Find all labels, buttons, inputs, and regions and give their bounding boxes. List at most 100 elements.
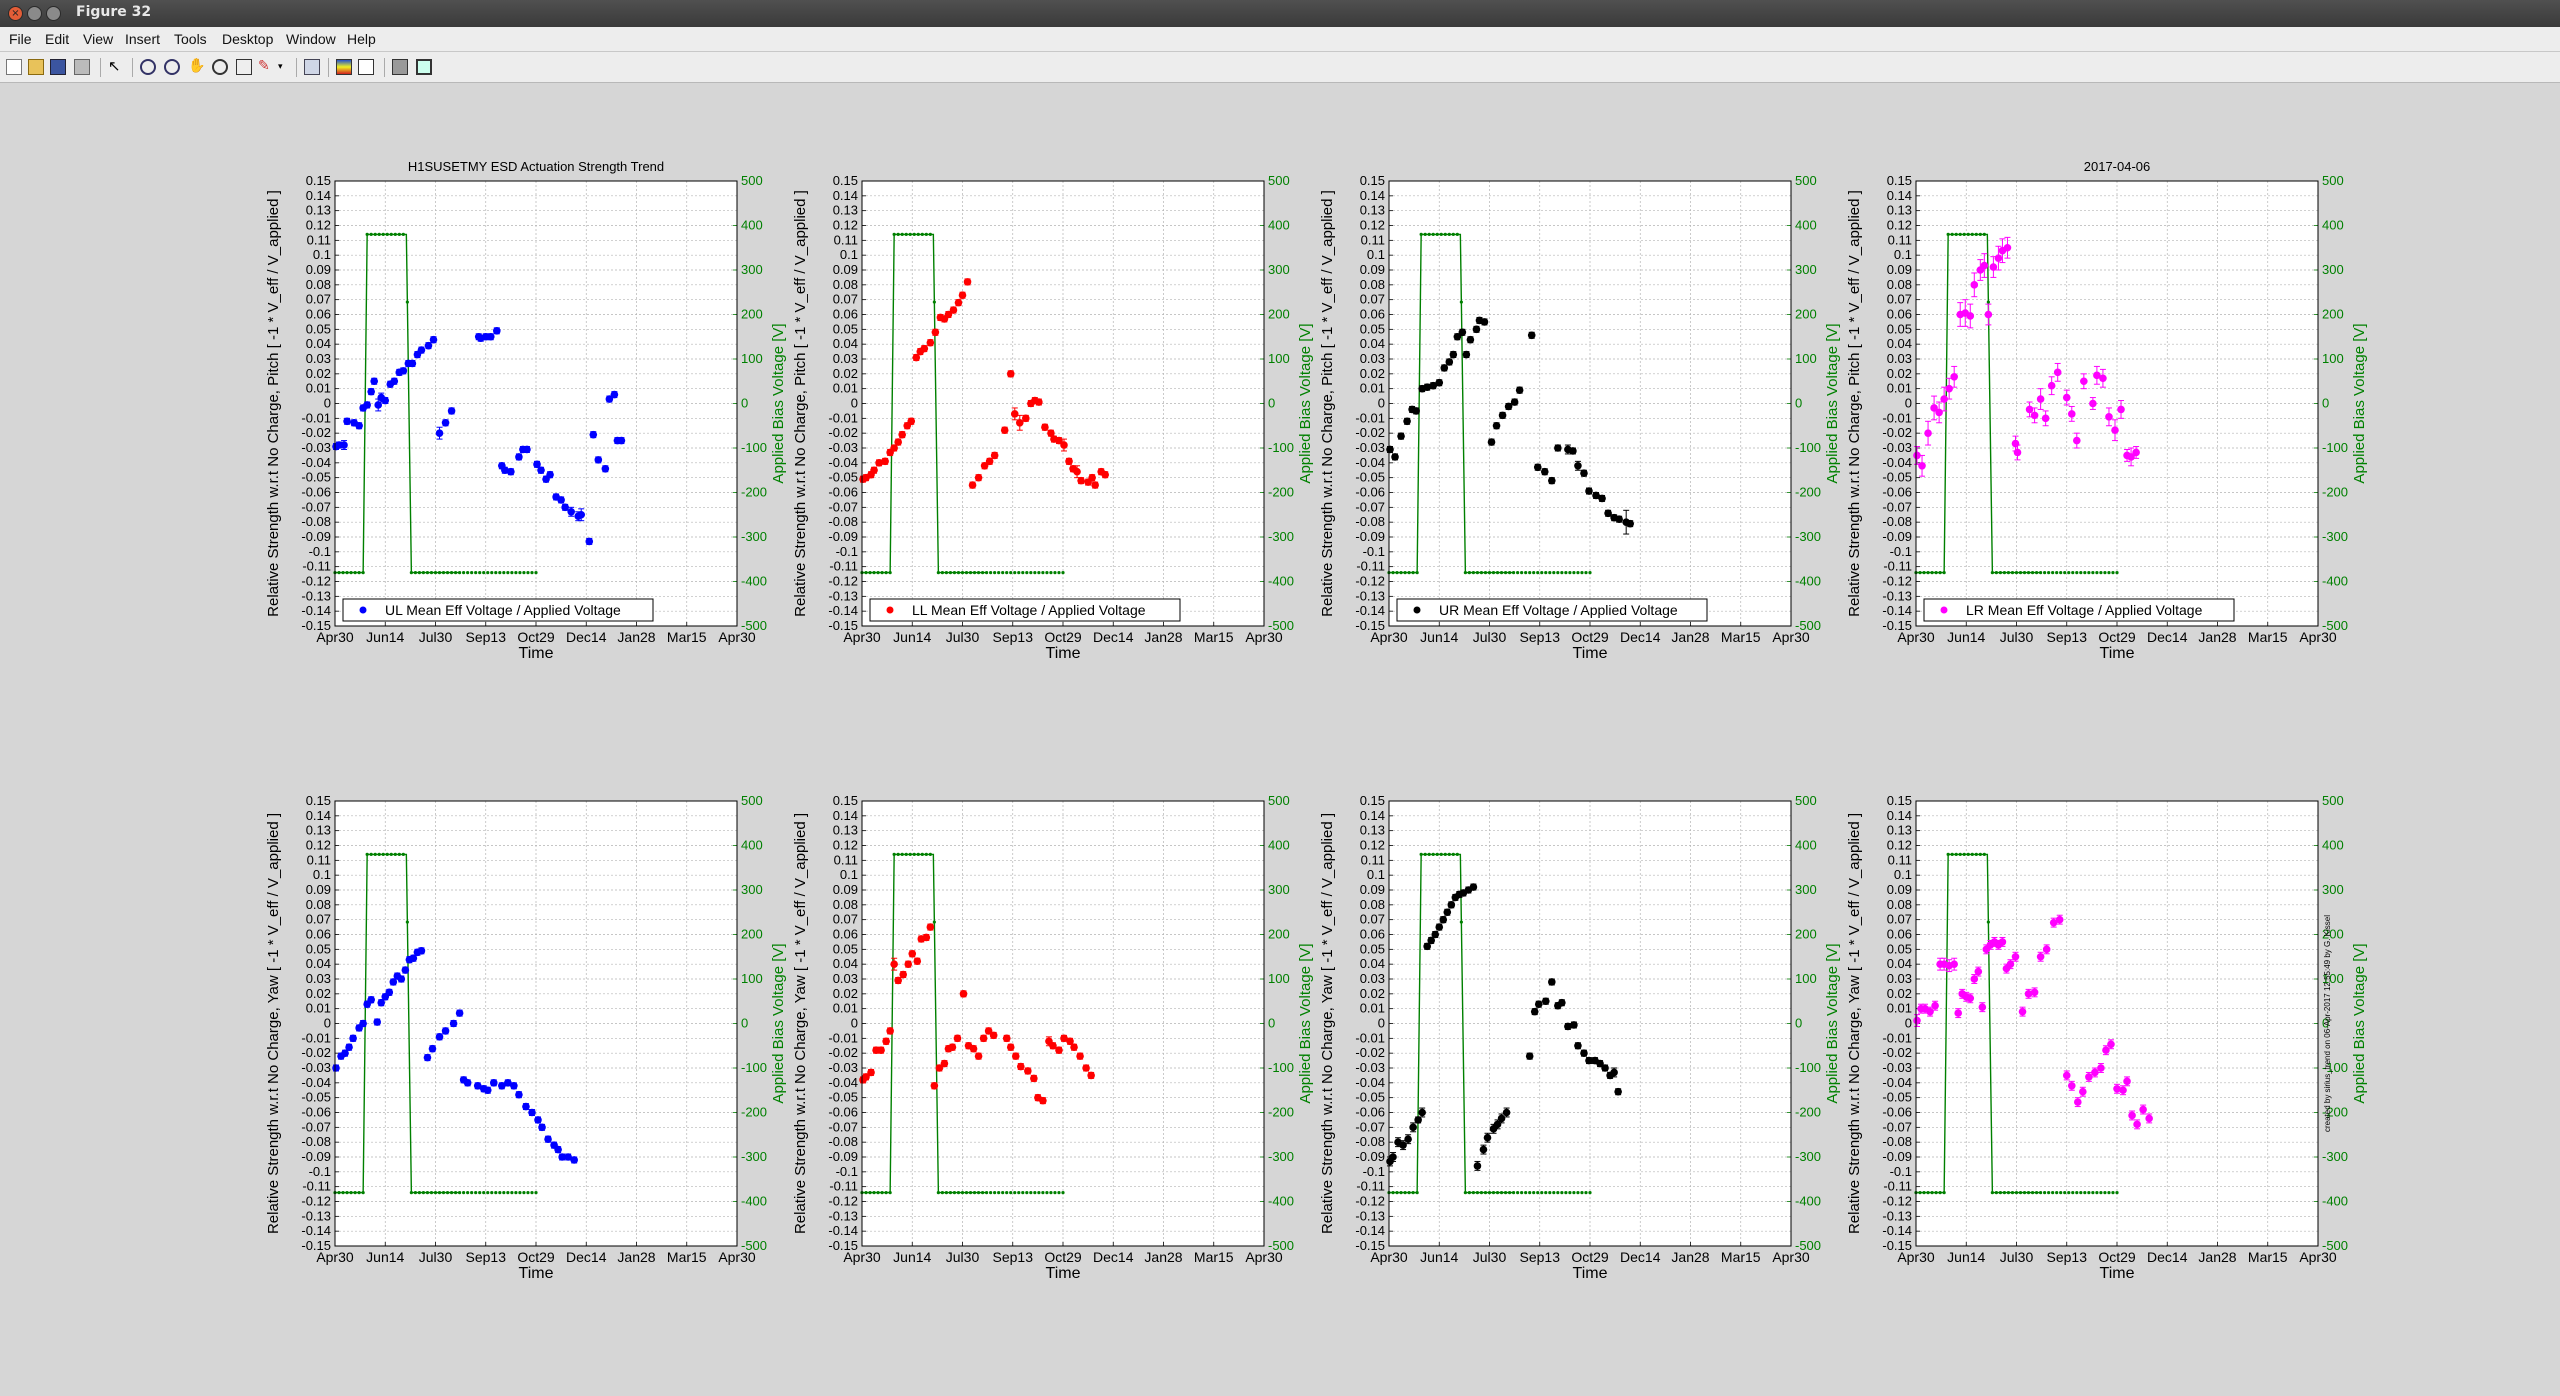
hide-plot-tools-icon[interactable] [392,59,408,75]
x-tick-label: Dec14 [566,629,607,645]
y-tick-label: 0 [1905,396,1912,411]
data-point [447,407,456,415]
show-plot-tools-icon[interactable] [416,59,432,75]
y2-tick-label: -200 [1268,1105,1294,1120]
x-axis-label: Time [2100,645,2135,662]
bias-voltage-marker [433,1191,438,1195]
data-point [589,430,598,439]
y2-tick-label: -500 [2322,618,2348,633]
bias-voltage-marker [2107,571,2111,575]
menu-view[interactable]: View [83,31,114,47]
data-point [2030,411,2039,420]
bias-voltage-marker [896,232,900,236]
bias-voltage-marker [458,571,462,575]
y-tick-label: 0.15 [833,173,858,188]
rotate-3d-icon[interactable] [212,59,228,75]
bias-voltage-marker [985,571,989,575]
zoom-out-icon[interactable] [164,59,180,75]
bias-voltage-marker [912,852,916,857]
data-point [1047,429,1055,437]
y2-tick-label: -200 [1795,485,1821,500]
y-tick-label: -0.11 [1356,1179,1385,1194]
bias-voltage-marker [1443,852,1447,857]
bias-voltage-marker [486,571,490,575]
menu-insert[interactable]: Insert [125,31,161,47]
y-tick-label: -0.14 [301,1223,331,1238]
y-tick-label: -0.05 [828,470,858,485]
save-icon[interactable] [50,59,66,75]
y-tick-label: 0.12 [1360,218,1385,233]
new-figure-icon[interactable] [6,59,22,75]
bias-voltage-marker [365,232,369,236]
y-tick-label: 0.01 [833,381,858,396]
bias-voltage-marker [417,571,422,575]
bias-voltage-marker [1447,232,1451,236]
bias-voltage-marker [1986,920,1990,924]
y-tick-label: 0.05 [306,321,331,336]
bias-voltage-marker [1447,852,1451,857]
bias-voltage-marker [2103,1191,2107,1195]
bias-voltage-marker [385,852,389,857]
bias-voltage-marker [864,1191,868,1195]
data-point [1479,1145,1488,1154]
menu-help[interactable]: Help [347,31,376,47]
data-point [1548,978,1556,986]
bias-voltage-marker [2002,1191,2007,1195]
open-file-icon[interactable] [28,59,44,75]
data-point [984,1027,993,1035]
data-point [1010,410,1019,418]
bias-voltage-marker [1013,571,1017,575]
bias-voltage-marker [1938,571,1942,575]
bias-voltage-marker [1568,1191,1572,1195]
bias-voltage-marker [2099,571,2103,575]
pan-hand-icon[interactable]: ✋ [188,58,206,74]
data-point [1409,1123,1417,1132]
x-tick-label: Mar15 [1194,1249,1234,1265]
bias-voltage-marker [1403,1191,1407,1195]
y-tick-label: 0.11 [1361,852,1385,867]
bias-voltage-marker [1934,571,1938,575]
y-tick-label: -0.1 [836,544,858,559]
legend-box [1923,598,2235,622]
data-point [1970,975,1979,983]
data-point [1614,1087,1622,1096]
y2-tick-label: -500 [1268,618,1294,633]
brush-dropdown-icon[interactable]: ▾ [278,62,283,72]
y-tick-label: 0.04 [1887,956,1912,971]
data-point [2085,1073,2093,1081]
data-point [349,1034,357,1043]
bias-voltage-marker [425,1191,430,1195]
brush-icon[interactable]: ✎ [258,58,270,74]
bias-voltage-marker [449,1191,454,1195]
data-point [1418,1108,1426,1117]
data-cursor-icon[interactable] [236,59,252,75]
insert-legend-icon[interactable] [358,59,374,75]
insert-colorbar-icon[interactable] [336,59,352,75]
print-icon[interactable] [74,59,90,75]
edit-plot-arrow-icon[interactable]: ↖ [108,57,121,75]
menu-desktop[interactable]: Desktop [222,31,274,47]
link-plot-icon[interactable] [304,59,320,75]
minimize-window-button[interactable] [27,6,42,21]
data-point [1423,942,1431,951]
y-tick-label: -0.14 [828,1223,858,1238]
data-point [1049,1041,1057,1050]
data-point [1000,426,1009,435]
menu-file[interactable]: File [9,31,32,47]
bias-voltage-marker [1994,571,1998,575]
close-window-button[interactable]: × [8,6,23,21]
menu-edit[interactable]: Edit [45,31,70,47]
bias-voltage-marker [413,571,417,575]
zoom-in-icon[interactable] [140,59,156,75]
maximize-window-button[interactable] [46,6,61,21]
y-tick-label: 0.1 [1367,247,1385,262]
bias-voltage-marker [1467,571,1471,575]
y2-tick-label: -300 [2322,529,2348,544]
menu-tools[interactable]: Tools [174,31,207,47]
data-point [1926,1007,1934,1016]
menu-window[interactable]: Window [286,31,336,47]
bias-voltage-marker [1435,232,1439,236]
y2-axis-label: Applied Bias Voltage [V] [1297,323,1314,483]
data-point [423,1053,432,1062]
y-tick-label: 0.07 [306,912,331,927]
